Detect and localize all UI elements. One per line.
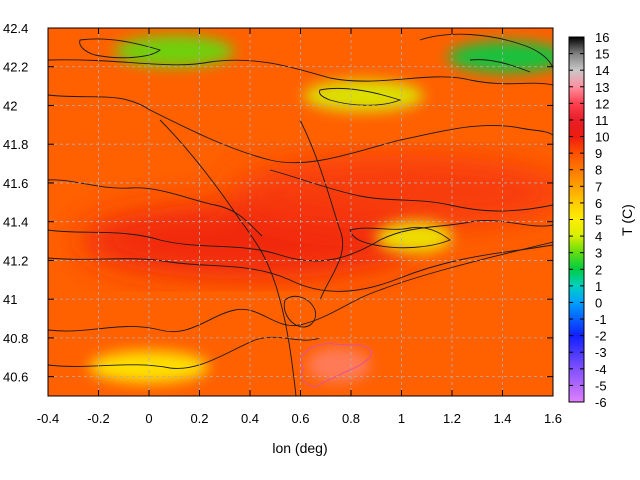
contour-line — [48, 59, 553, 86]
colorbar-tick-label: 10 — [595, 130, 609, 145]
colorbar-tick-label: 6 — [595, 196, 602, 211]
y-axis-ticks: 40.6 40.8 41 41.2 41.4 41.6 41.8 42 42.2 42.4 — [3, 21, 553, 385]
x-tick-label: 1.2 — [443, 411, 461, 426]
colorbar-tick-label: 5 — [595, 213, 602, 228]
heatmap-region-cool-northern-hills — [114, 35, 235, 68]
colorbar-tick-label: -1 — [595, 312, 607, 327]
x-tick-label: 0 — [145, 411, 152, 426]
colorbar-tick-label: 1 — [595, 279, 602, 294]
x-tick-label: 0.6 — [291, 411, 309, 426]
contour-line — [349, 226, 451, 249]
contour-line — [79, 38, 161, 59]
colorbar-tick-label: 3 — [595, 246, 602, 261]
y-tick-label: 41.6 — [3, 176, 28, 191]
colorbar-tick-label: -2 — [595, 329, 607, 344]
contour-line — [419, 33, 553, 73]
colorbar-tick-label: -6 — [595, 395, 607, 410]
colorbar-gradient — [569, 37, 584, 402]
colorbar-tick-label: 12 — [595, 96, 609, 111]
contour-line — [48, 94, 553, 164]
x-axis-label: lon (deg) — [272, 440, 327, 456]
x-axis-ticks: -0.4 -0.2 0 0.2 0.4 0.6 0.8 1 1.2 1.4 1.6 — [37, 28, 562, 426]
y-tick-label: 41 — [3, 292, 17, 307]
colorbar-label: T (C) — [619, 204, 635, 236]
contour-lines — [48, 33, 553, 396]
y-tick-label: 41.2 — [3, 253, 28, 268]
grid-lines — [48, 28, 553, 396]
y-tick-label: 41.8 — [3, 137, 28, 152]
colorbar-tick-label: 13 — [595, 80, 609, 95]
contour-line — [269, 169, 553, 212]
heatmap-region-cold-mountain-patch — [306, 347, 371, 384]
contour-line — [299, 343, 373, 387]
y-tick-label: 41.4 — [3, 215, 28, 230]
x-tick-label: 0.8 — [342, 411, 360, 426]
colorbar-tick-label: 14 — [595, 63, 609, 78]
x-tick-label: -0.4 — [37, 411, 59, 426]
colorbar-tick-label: -4 — [595, 362, 607, 377]
y-tick-label: 42.2 — [3, 60, 28, 75]
colorbar-tick-label: 4 — [595, 229, 602, 244]
colorbar-tick-label: 11 — [595, 113, 609, 128]
colorbar-tick-label: 9 — [595, 146, 602, 161]
colorbar-tick-label: 2 — [595, 262, 602, 277]
y-tick-label: 42 — [3, 98, 17, 113]
plot-area: -0.4 -0.2 0 0.2 0.4 0.6 0.8 1 1.2 1.4 1.6 40.6 40.8… — [3, 21, 562, 456]
colorbar-tick-label: -3 — [595, 345, 607, 360]
colorbar-tick-label: 0 — [595, 295, 602, 310]
colorbar-tick-label: 7 — [595, 179, 602, 194]
x-tick-label: 1.6 — [544, 411, 562, 426]
x-tick-label: 1.4 — [493, 411, 511, 426]
heatmap-region-cool-north-center — [303, 79, 424, 112]
x-tick-label: 0.4 — [241, 411, 259, 426]
y-tick-label: 40.8 — [3, 331, 28, 346]
contour-line — [48, 179, 263, 237]
x-tick-label: 0.2 — [190, 411, 208, 426]
x-tick-label: 1 — [398, 411, 405, 426]
contour-line — [48, 241, 553, 332]
temperature-field — [80, 35, 553, 384]
contour-line — [299, 119, 344, 301]
colorbar-tick-label: -5 — [595, 378, 607, 393]
y-tick-label: 40.6 — [3, 370, 28, 385]
x-tick-label: -0.2 — [87, 411, 109, 426]
colorbar-tick-label: 8 — [595, 163, 602, 178]
contour-line — [159, 119, 297, 396]
colorbar-tick-label: 16 — [595, 30, 609, 45]
y-tick-label: 42.4 — [3, 21, 28, 36]
heatmap-region-warm-eastern-band — [231, 154, 553, 231]
heatmap-region-cool-northeast-ridge — [447, 41, 553, 74]
contour-line — [283, 296, 316, 328]
colorbar-tick-label: 15 — [595, 47, 609, 62]
